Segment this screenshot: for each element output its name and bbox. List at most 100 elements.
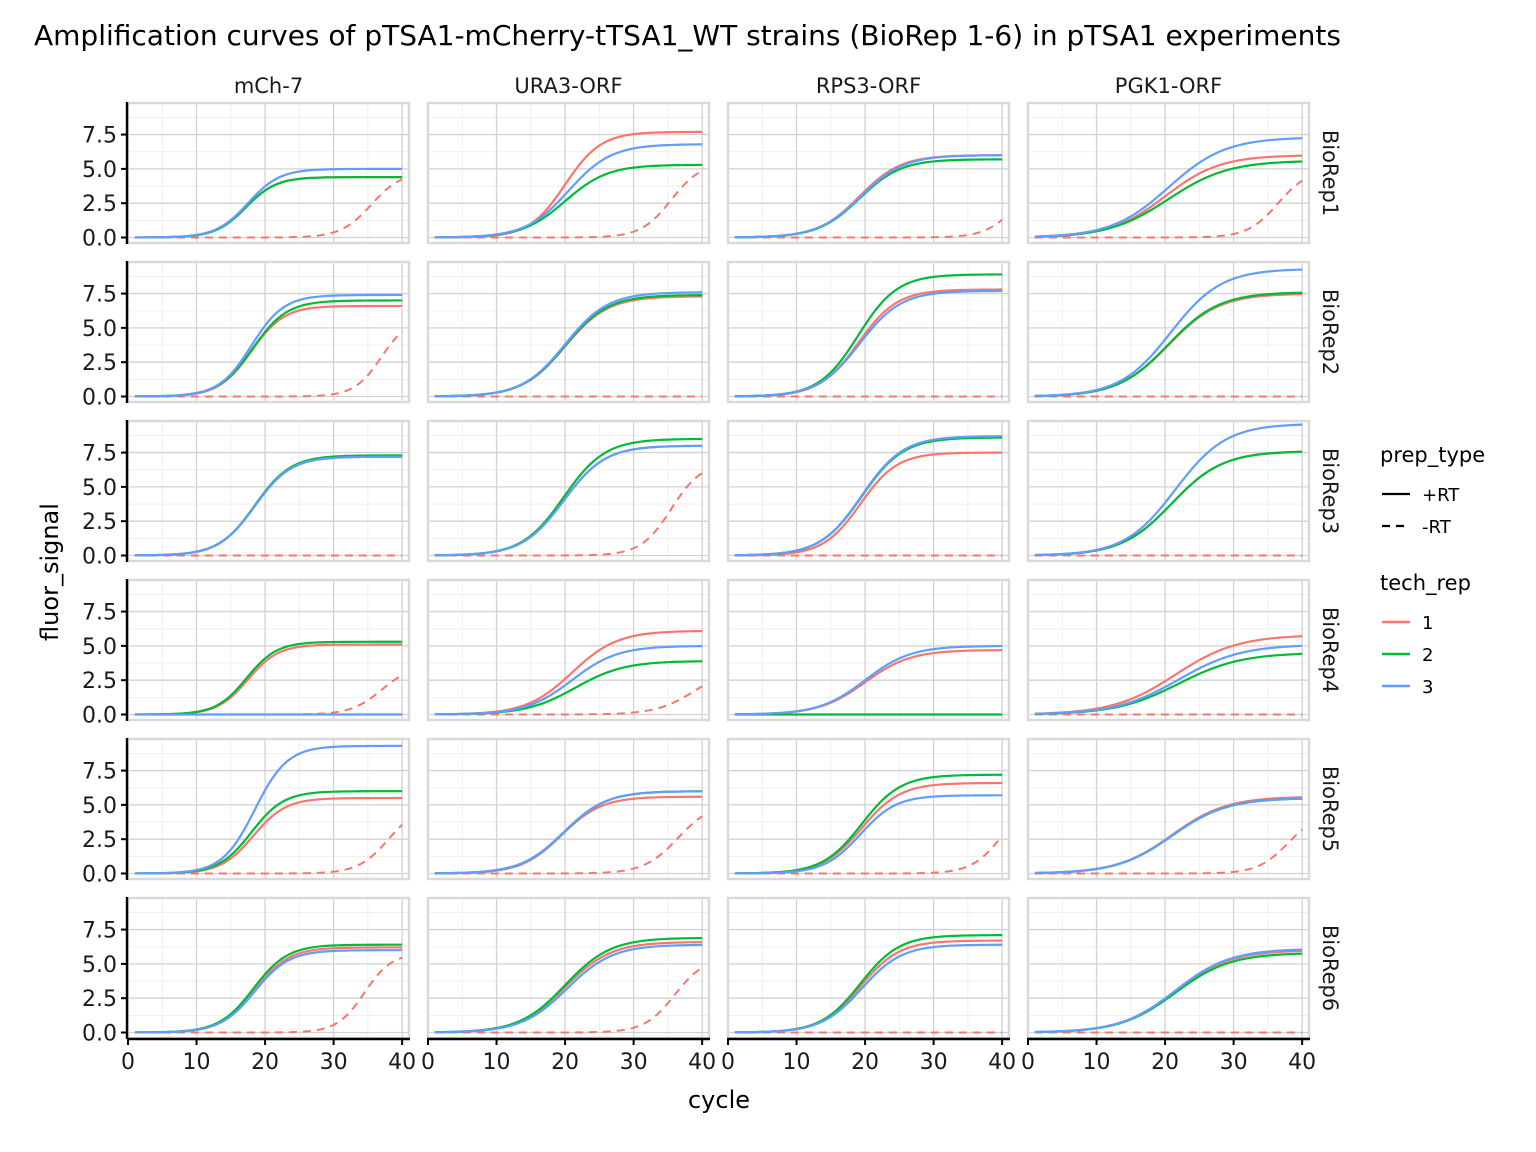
- series-line-plus-rt-rep3: [1034, 644, 1303, 715]
- y-tick-label: 2.5: [82, 192, 117, 217]
- series-line-plus-rt-rep3: [434, 790, 703, 875]
- series-line-plus-rt-rep3: [734, 435, 1003, 557]
- curves-biorep1-mch-7: [134, 167, 403, 239]
- y-tick-label: 5.0: [82, 476, 117, 501]
- series-line-plus-rt-rep3: [734, 644, 1003, 716]
- curves-biorep4-rps3-orf: [734, 644, 1003, 716]
- curves-biorep6-rps3-orf: [734, 934, 1003, 1034]
- panel-biorep1-pgk1-orf: [1027, 103, 1309, 243]
- x-tick-label: 0: [421, 1050, 435, 1075]
- panel-biorep3-pgk1-orf: [1027, 421, 1309, 561]
- y-tick-label: 2.5: [82, 351, 117, 376]
- strip-label-row: BioRep2: [1318, 289, 1342, 375]
- x-tick-label: 30: [320, 1050, 348, 1075]
- panel-border: [726, 101, 1011, 245]
- x-tick-label: 0: [121, 1050, 135, 1075]
- legend-title-tech-rep: tech_rep: [1380, 571, 1471, 596]
- curves-biorep6-pgk1-orf: [1034, 948, 1303, 1034]
- legend-label: 2: [1422, 645, 1433, 666]
- panel-biorep6-rps3-orf: [727, 898, 1009, 1038]
- series-line-minus-rt-rep1: [434, 966, 703, 1034]
- series-line-plus-rt-rep3: [734, 943, 1003, 1034]
- panel-biorep4-rps3-orf: [727, 580, 1009, 720]
- y-tick-label: 2.5: [82, 669, 117, 694]
- y-tick-label: 7.5: [82, 601, 117, 626]
- x-tick-label: 20: [851, 1050, 879, 1075]
- y-tick-label: 7.5: [82, 124, 117, 149]
- y-tick-label: 5.0: [82, 635, 117, 660]
- series-line-plus-rt-rep3: [134, 455, 403, 557]
- x-tick-label: 10: [783, 1050, 811, 1075]
- panel-background: [428, 103, 709, 243]
- x-tick-label: 40: [388, 1050, 416, 1075]
- curves-biorep4-pgk1-orf: [1034, 635, 1303, 716]
- panel-biorep5-ura3-orf: [427, 739, 709, 879]
- panel-biorep4-mch-7: [127, 580, 409, 720]
- panel-border: [1026, 578, 1311, 722]
- y-tick-label: 7.5: [82, 760, 117, 785]
- legend: prep_type +RT -RT tech_rep 1 2 3: [1380, 443, 1485, 698]
- panel-border: [426, 578, 711, 722]
- series-line-minus-rt-rep1: [1034, 828, 1303, 875]
- strip-label-row: BioRep1: [1318, 130, 1342, 216]
- curves-biorep2-rps3-orf: [734, 273, 1003, 398]
- legend-label: +RT: [1422, 485, 1460, 506]
- x-tick-label: 20: [251, 1050, 279, 1075]
- panel-biorep5-mch-7: [127, 739, 409, 879]
- y-tick-label: 0.0: [82, 863, 117, 888]
- series-line-plus-rt-rep3: [134, 949, 403, 1034]
- series-line-plus-rt-rep3: [1034, 948, 1303, 1034]
- series-line-minus-rt-rep1: [734, 218, 1003, 239]
- strip-label-col: mCh-7: [234, 74, 303, 98]
- curves-biorep6-ura3-orf: [434, 936, 703, 1034]
- curves-biorep3-mch-7: [134, 454, 403, 557]
- series-line-plus-rt-rep3: [434, 943, 703, 1034]
- y-axis-title: fluor_signal: [36, 503, 64, 641]
- y-tick-label: 5.0: [82, 158, 117, 183]
- strip-label-row: BioRep6: [1318, 925, 1342, 1011]
- panel-biorep6-mch-7: [127, 898, 409, 1038]
- curves-biorep2-mch-7: [134, 293, 403, 398]
- curves-biorep4-mch-7: [134, 640, 403, 716]
- panel-border: [1026, 101, 1311, 245]
- strip-label-row: BioRep4: [1318, 607, 1342, 693]
- panel-background: [128, 580, 409, 720]
- curves-biorep3-pgk1-orf: [1034, 423, 1303, 557]
- curves-biorep2-pgk1-orf: [1034, 268, 1303, 398]
- curves-biorep5-ura3-orf: [434, 790, 703, 875]
- x-tick-label: 20: [551, 1050, 579, 1075]
- panel-background: [728, 898, 1009, 1038]
- x-tick-label: 30: [1220, 1050, 1248, 1075]
- legend-label: 3: [1422, 677, 1433, 698]
- y-tick-label: 5.0: [82, 317, 117, 342]
- panel-background: [1028, 898, 1309, 1038]
- curves-biorep5-mch-7: [134, 744, 403, 875]
- series-line-plus-rt-rep3: [434, 143, 703, 239]
- curves-biorep1-rps3-orf: [734, 154, 1003, 239]
- y-tick-label: 0.0: [82, 704, 117, 729]
- y-tick-label: 0.0: [82, 227, 117, 252]
- x-tick-label: 0: [1021, 1050, 1035, 1075]
- panel-biorep3-mch-7: [127, 421, 409, 561]
- panel-background: [728, 103, 1009, 243]
- curves-biorep1-pgk1-orf: [1034, 137, 1303, 239]
- panel-biorep2-mch-7: [127, 262, 409, 402]
- panel-background: [128, 262, 409, 402]
- legend-title-prep-type: prep_type: [1380, 443, 1485, 468]
- panel-biorep6-pgk1-orf: [1027, 898, 1309, 1038]
- x-tick-label: 30: [620, 1050, 648, 1075]
- x-tick-label: 40: [1288, 1050, 1316, 1075]
- panel-biorep4-ura3-orf: [427, 580, 709, 720]
- x-tick-label: 10: [1083, 1050, 1111, 1075]
- series-line-minus-rt-rep1: [434, 472, 703, 557]
- series-line-plus-rt-rep3: [134, 293, 403, 398]
- strip-label-row: BioRep5: [1318, 766, 1342, 852]
- y-tick-label: 7.5: [82, 442, 117, 467]
- series-line-plus-rt-rep3: [734, 289, 1003, 398]
- panel-background: [128, 739, 409, 879]
- legend-label: 1: [1422, 613, 1433, 634]
- x-tick-label: 10: [483, 1050, 511, 1075]
- curves-biorep2-ura3-orf: [434, 291, 703, 398]
- panel-background: [128, 421, 409, 561]
- y-tick-label: 0.0: [82, 386, 117, 411]
